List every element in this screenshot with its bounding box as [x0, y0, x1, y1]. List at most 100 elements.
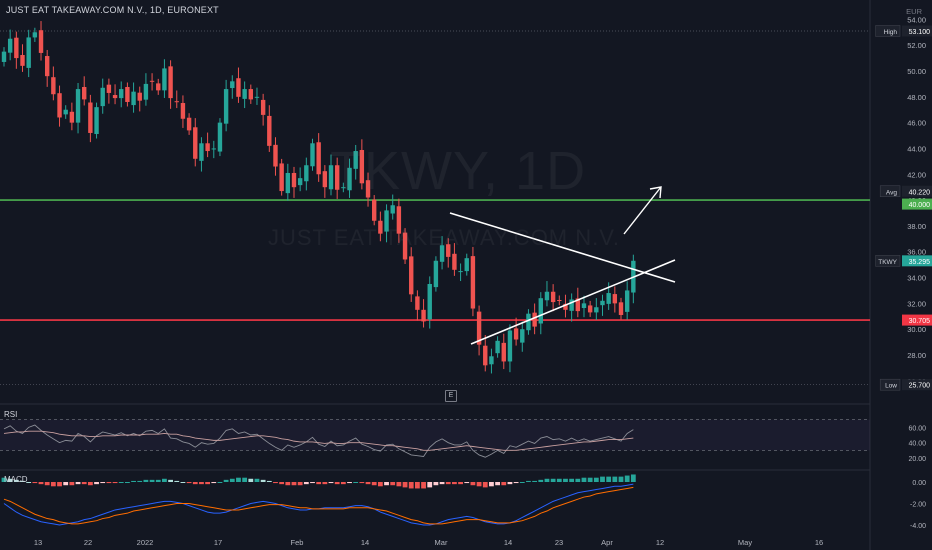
price-tag-bg	[902, 198, 932, 210]
price-tag-name: TKWY	[878, 259, 897, 266]
candle-body	[63, 109, 68, 115]
macd-histogram-bar	[538, 479, 544, 482]
candle-body	[470, 256, 476, 309]
y-tick-label: 36.00	[907, 248, 926, 257]
macd-histogram-bar	[125, 482, 130, 483]
candle-body	[88, 102, 93, 133]
macd-histogram-bar	[106, 482, 112, 484]
candle-body	[372, 199, 377, 221]
candle-body	[242, 89, 247, 99]
macd-histogram-bar	[439, 482, 445, 485]
macd-histogram-bar	[38, 482, 44, 485]
candle-body	[82, 87, 87, 100]
candle-body	[476, 311, 482, 345]
price-tag-value: 30.705	[909, 318, 931, 325]
macd-histogram-bar	[174, 480, 180, 482]
macd-tick-label: -2.00	[910, 502, 926, 509]
macd-histogram-bar	[297, 482, 303, 486]
candle-body	[94, 107, 99, 134]
macd-histogram-bar	[279, 482, 285, 485]
macd-histogram-bar	[211, 482, 217, 484]
x-tick-label: 14	[504, 538, 512, 547]
candle-body	[433, 260, 439, 288]
candle-body	[285, 172, 291, 194]
macd-histogram-bar	[532, 480, 538, 482]
macd-histogram-bar	[180, 482, 186, 483]
rsi-tick-label: 60.00	[908, 425, 926, 432]
candle-body	[606, 293, 611, 304]
macd-histogram-bar	[600, 476, 605, 482]
candle-body	[409, 256, 414, 295]
x-tick-label: 12	[656, 538, 664, 547]
macd-histogram-bar	[340, 482, 346, 485]
macd-histogram-bar	[445, 482, 451, 485]
price-tag-bg	[902, 25, 932, 37]
macd-histogram-bar	[630, 474, 636, 482]
candle-body	[575, 298, 581, 312]
currency-label: EUR	[906, 7, 922, 16]
candle-body	[600, 300, 605, 306]
candle-body	[304, 165, 309, 182]
candle-body	[112, 95, 118, 99]
macd-histogram-bar	[223, 479, 229, 482]
macd-histogram-bar	[100, 482, 106, 484]
macd-histogram-bar	[217, 482, 223, 483]
candle-body	[199, 143, 204, 161]
candle-body	[569, 299, 574, 311]
candle-body	[489, 356, 494, 365]
candle-body	[57, 93, 62, 118]
macd-histogram-bar	[186, 482, 192, 484]
macd-histogram-bar	[112, 482, 118, 484]
macd-histogram-bar	[303, 482, 309, 485]
macd-histogram-bar	[544, 478, 550, 482]
candle-body	[322, 171, 328, 188]
candle-body	[334, 165, 340, 190]
macd-histogram-bar	[20, 480, 25, 482]
candle-body	[248, 89, 253, 100]
rsi-label: RSI	[4, 410, 18, 419]
macd-histogram-bar	[402, 482, 408, 488]
breakout-arrow-head	[649, 186, 662, 199]
candle-body	[14, 37, 19, 59]
macd-histogram-bar	[50, 482, 56, 487]
macd-histogram-bar	[563, 478, 568, 482]
candle-body	[365, 180, 371, 198]
candle-body	[75, 89, 81, 123]
y-tick-label: 30.00	[907, 325, 926, 334]
candle-body	[402, 232, 408, 260]
candle-body	[260, 99, 266, 115]
price-tag-bg	[902, 185, 932, 197]
x-tick-label: 17	[214, 538, 222, 547]
macd-histogram-bar	[131, 480, 136, 482]
macd-histogram-bar	[87, 482, 93, 486]
macd-histogram-bar	[507, 482, 513, 485]
candle-body	[143, 83, 149, 100]
candle-body	[347, 167, 352, 191]
macd-histogram-bar	[427, 482, 433, 488]
y-tick-label: 38.00	[907, 222, 926, 231]
candle-body	[69, 111, 75, 123]
y-tick-label: 46.00	[907, 119, 926, 128]
candle-body	[452, 253, 457, 270]
macd-histogram-bar	[452, 482, 457, 485]
rsi-line	[3, 424, 634, 458]
candle-body	[538, 298, 543, 324]
candle-body	[427, 284, 432, 320]
candle-body	[38, 30, 44, 53]
price-tag-value: 53.100	[909, 29, 931, 36]
events-button[interactable]: E	[445, 390, 457, 402]
price-tag-bg	[902, 255, 932, 267]
candle-body	[267, 115, 272, 146]
macd-histogram-bar	[353, 482, 359, 483]
candle-body	[446, 244, 451, 257]
candle-body	[483, 345, 488, 366]
x-tick-label: 2022	[137, 538, 154, 547]
candle-body	[236, 78, 241, 97]
macd-histogram-bar	[606, 476, 612, 482]
candle-body	[390, 205, 395, 214]
candle-body	[162, 68, 167, 91]
macd-histogram-bar	[137, 480, 143, 482]
macd-tick-label: 0.00	[912, 480, 926, 487]
candle-body	[618, 302, 624, 315]
